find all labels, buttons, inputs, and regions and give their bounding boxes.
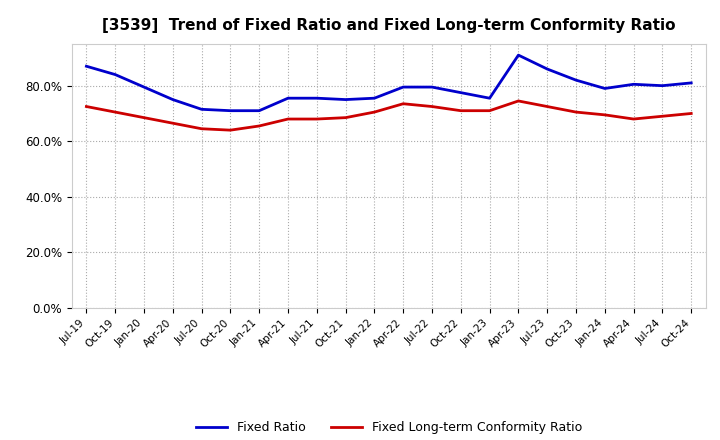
Fixed Long-term Conformity Ratio <box>572 110 580 115</box>
Fixed Long-term Conformity Ratio <box>428 104 436 109</box>
Fixed Ratio <box>572 77 580 83</box>
Fixed Ratio <box>255 108 264 114</box>
Fixed Ratio <box>284 95 292 101</box>
Fixed Ratio <box>600 86 609 91</box>
Fixed Ratio <box>456 90 465 95</box>
Title: [3539]  Trend of Fixed Ratio and Fixed Long-term Conformity Ratio: [3539] Trend of Fixed Ratio and Fixed Lo… <box>102 18 675 33</box>
Fixed Long-term Conformity Ratio <box>370 110 379 115</box>
Fixed Ratio <box>399 84 408 90</box>
Fixed Long-term Conformity Ratio <box>168 121 177 126</box>
Fixed Long-term Conformity Ratio <box>687 111 696 116</box>
Line: Fixed Long-term Conformity Ratio: Fixed Long-term Conformity Ratio <box>86 101 691 130</box>
Legend: Fixed Ratio, Fixed Long-term Conformity Ratio: Fixed Ratio, Fixed Long-term Conformity … <box>191 416 587 439</box>
Fixed Long-term Conformity Ratio <box>255 123 264 128</box>
Fixed Long-term Conformity Ratio <box>111 110 120 115</box>
Fixed Ratio <box>82 64 91 69</box>
Fixed Ratio <box>341 97 350 102</box>
Fixed Ratio <box>226 108 235 114</box>
Fixed Ratio <box>312 95 321 101</box>
Line: Fixed Ratio: Fixed Ratio <box>86 55 691 111</box>
Fixed Ratio <box>514 52 523 58</box>
Fixed Ratio <box>370 95 379 101</box>
Fixed Ratio <box>687 80 696 85</box>
Fixed Ratio <box>485 95 494 101</box>
Fixed Long-term Conformity Ratio <box>399 101 408 106</box>
Fixed Long-term Conformity Ratio <box>197 126 206 132</box>
Fixed Ratio <box>629 82 638 87</box>
Fixed Long-term Conformity Ratio <box>312 117 321 122</box>
Fixed Ratio <box>168 97 177 102</box>
Fixed Long-term Conformity Ratio <box>629 117 638 122</box>
Fixed Long-term Conformity Ratio <box>82 104 91 109</box>
Fixed Long-term Conformity Ratio <box>226 128 235 133</box>
Fixed Ratio <box>543 66 552 72</box>
Fixed Long-term Conformity Ratio <box>543 104 552 109</box>
Fixed Long-term Conformity Ratio <box>600 112 609 117</box>
Fixed Long-term Conformity Ratio <box>341 115 350 120</box>
Fixed Ratio <box>658 83 667 88</box>
Fixed Long-term Conformity Ratio <box>140 115 148 120</box>
Fixed Long-term Conformity Ratio <box>485 108 494 114</box>
Fixed Ratio <box>428 84 436 90</box>
Fixed Long-term Conformity Ratio <box>284 117 292 122</box>
Fixed Long-term Conformity Ratio <box>658 114 667 119</box>
Fixed Long-term Conformity Ratio <box>456 108 465 114</box>
Fixed Ratio <box>111 72 120 77</box>
Fixed Ratio <box>197 106 206 112</box>
Fixed Ratio <box>140 84 148 90</box>
Fixed Long-term Conformity Ratio <box>514 98 523 103</box>
